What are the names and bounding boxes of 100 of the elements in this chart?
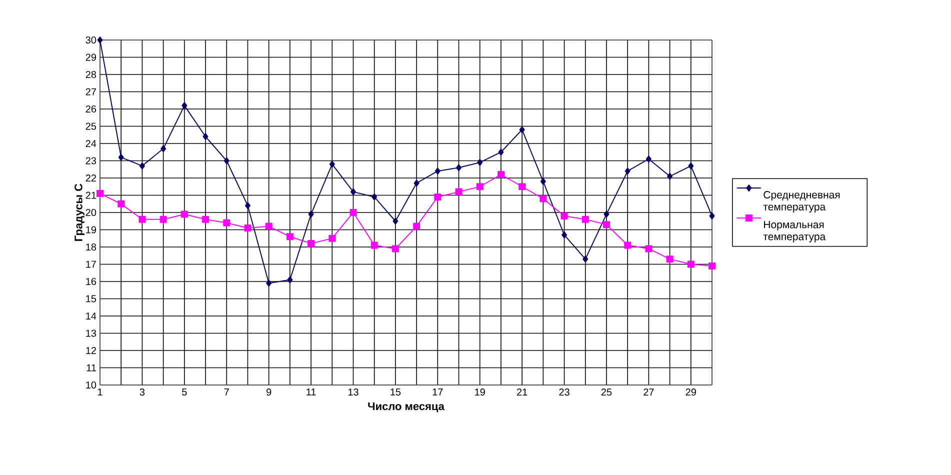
point <box>244 202 250 210</box>
y-axis-title: Градусы С <box>74 184 85 241</box>
y-tick-label: 13 <box>86 330 96 337</box>
x-tick-label: 27 <box>644 388 654 396</box>
point <box>624 242 632 249</box>
point <box>329 160 335 168</box>
point <box>308 240 315 248</box>
point <box>709 212 715 220</box>
y-tick-label: 14 <box>86 312 96 320</box>
y-tick-label: 18 <box>86 243 96 251</box>
point <box>224 157 230 164</box>
point <box>202 216 210 223</box>
point <box>350 208 357 216</box>
point <box>624 168 630 175</box>
point <box>223 219 230 226</box>
point <box>392 218 398 225</box>
text: Среднедневная температура <box>763 191 840 213</box>
x-tick-label: 25 <box>601 388 612 396</box>
point <box>372 193 378 200</box>
point <box>497 171 504 178</box>
x-tick-label: 29 <box>686 388 696 396</box>
x-tick-label: 7 <box>224 388 229 396</box>
x-tick-label: 5 <box>182 388 187 396</box>
point <box>708 262 716 270</box>
point <box>392 245 399 252</box>
point <box>308 210 314 218</box>
y-tick-label: 25 <box>86 122 96 130</box>
y-tick-label: 17 <box>86 260 96 268</box>
y-tick-label: 10 <box>86 381 96 389</box>
point <box>645 245 652 252</box>
y-tick-label: 27 <box>86 88 96 96</box>
point <box>540 178 546 185</box>
y-tick-label: 23 <box>86 157 96 164</box>
y-tick-label: 29 <box>86 54 96 61</box>
point <box>476 183 484 190</box>
point <box>370 242 378 249</box>
point <box>688 162 694 170</box>
point <box>265 222 272 230</box>
point <box>667 172 673 180</box>
y-tick-label: 12 <box>86 347 96 354</box>
x-tick-label: 19 <box>475 388 485 396</box>
point <box>582 216 589 223</box>
y-tick-label: 24 <box>86 140 96 147</box>
y-tick-label: 19 <box>86 226 96 234</box>
point <box>182 102 188 110</box>
point <box>202 133 208 140</box>
point <box>477 158 483 166</box>
point <box>646 156 652 163</box>
point <box>519 126 525 134</box>
point <box>97 36 103 44</box>
point <box>180 210 188 218</box>
point <box>562 231 568 238</box>
x-axis-title: Число месяца <box>368 402 445 412</box>
point <box>602 221 610 228</box>
y-tick-label: 15 <box>86 295 96 302</box>
y-tick-label: 16 <box>86 278 96 286</box>
y-tick-label: 22 <box>86 174 96 182</box>
point <box>560 212 568 220</box>
y-tick-label: 21 <box>86 192 96 199</box>
text: Нормальная температура <box>763 220 826 242</box>
y-tick-label: 11 <box>86 364 96 372</box>
point <box>455 188 462 196</box>
point <box>414 180 420 187</box>
y-tick-label: 30 <box>86 36 96 44</box>
point <box>540 195 547 202</box>
point <box>498 148 504 156</box>
point <box>687 260 694 268</box>
point <box>413 222 420 230</box>
point <box>118 200 125 208</box>
point <box>118 154 124 161</box>
point <box>434 168 440 175</box>
point <box>139 162 145 170</box>
point <box>266 280 272 287</box>
y-tick-label: 28 <box>86 70 96 78</box>
x-tick-label: 17 <box>432 388 443 396</box>
point <box>96 190 104 198</box>
point <box>666 256 674 263</box>
point <box>350 188 356 196</box>
x-tick-label: 21 <box>517 388 528 396</box>
y-tick-label: 26 <box>86 105 96 113</box>
point <box>286 233 294 240</box>
point <box>582 256 588 263</box>
point <box>456 164 462 172</box>
point <box>160 145 166 152</box>
point <box>434 193 442 200</box>
point <box>138 216 146 223</box>
x-tick-label: 11 <box>306 388 316 396</box>
x-tick-label: 9 <box>266 388 272 396</box>
x-tick-label: 15 <box>390 388 401 396</box>
point <box>244 224 252 232</box>
point <box>604 210 610 218</box>
x-tick-label: 3 <box>140 388 145 396</box>
point <box>160 216 167 223</box>
x-tick-label: 13 <box>348 388 358 396</box>
x-tick-label: 1 <box>98 388 102 396</box>
point <box>518 183 526 190</box>
x-tick-label: 23 <box>559 388 570 396</box>
point <box>287 276 293 284</box>
point <box>328 234 336 242</box>
y-tick-label: 20 <box>86 208 96 216</box>
